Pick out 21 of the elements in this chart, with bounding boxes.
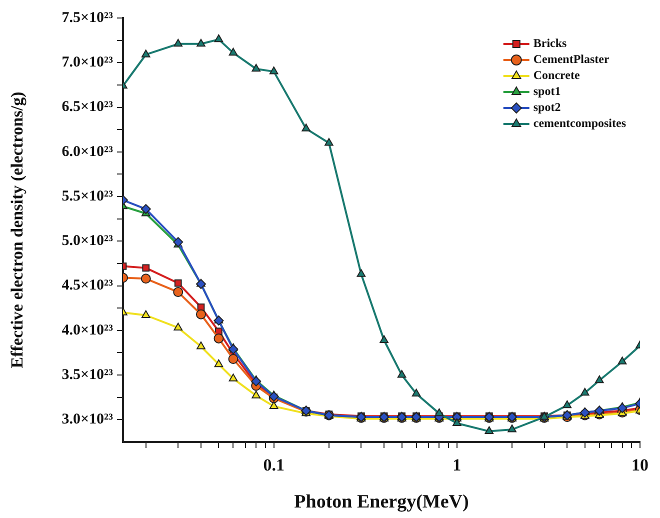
legend-label: Bricks	[533, 36, 568, 50]
x-tick-label: 1	[452, 456, 462, 475]
y-tick-label: 3.5×10²³	[62, 366, 114, 383]
y-tick-label: 6.0×10²³	[62, 144, 114, 160]
x-axis-title: Photon Energy(MeV)	[294, 492, 469, 513]
legend-label: CementPlaster	[533, 52, 610, 66]
y-tick-label: 4.5×10²³	[62, 278, 114, 294]
legend-label: spot2	[533, 100, 561, 114]
y-tick-label: 4.0×10²³	[62, 322, 114, 338]
y-tick-label: 5.0×10²³	[62, 233, 114, 250]
legend-label: spot1	[533, 84, 561, 98]
y-tick-label: 6.5×10²³	[62, 99, 114, 116]
y-tick-label: 3.0×10²³	[62, 412, 114, 428]
legend-label: Concrete	[533, 68, 580, 82]
y-tick-label: 7.0×10²³	[62, 54, 114, 71]
legend-label: cementcomposites	[533, 116, 626, 130]
x-tick-label: 0.1	[263, 456, 284, 475]
y-tick-label: 7.5×10²³	[62, 10, 114, 26]
y-axis-title: Effective electron density (electrons/g)	[8, 92, 27, 368]
x-tick-label: 10	[632, 456, 648, 475]
y-tick-label: 5.5×10²³	[62, 188, 114, 204]
